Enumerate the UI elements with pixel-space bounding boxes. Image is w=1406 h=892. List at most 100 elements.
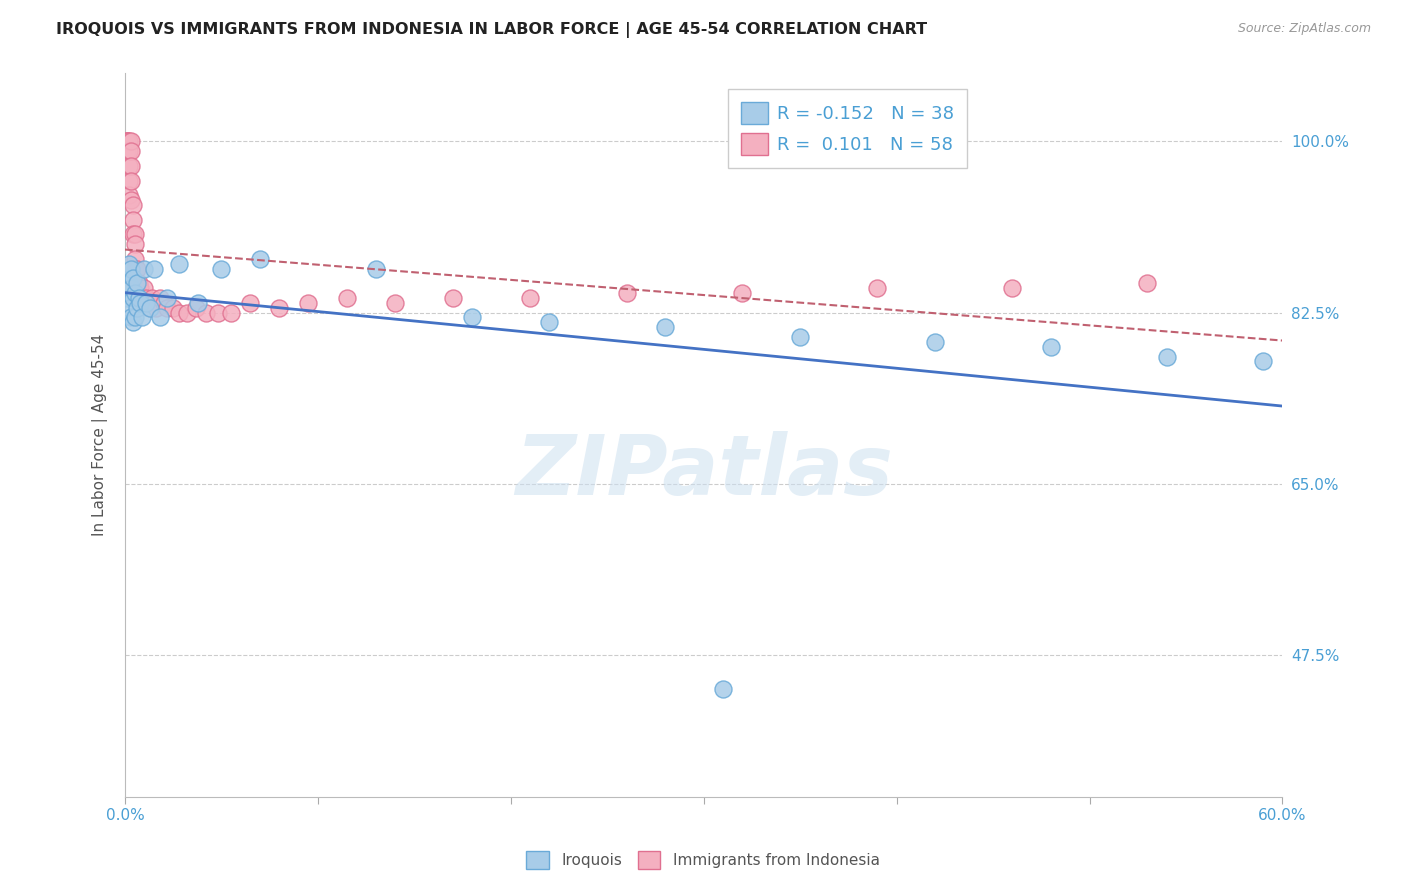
Text: Source: ZipAtlas.com: Source: ZipAtlas.com bbox=[1237, 22, 1371, 36]
Point bbox=[134, 295, 156, 310]
Point bbox=[239, 295, 262, 310]
Point bbox=[118, 277, 141, 291]
Point bbox=[115, 135, 138, 149]
Point bbox=[121, 315, 143, 329]
Point bbox=[124, 286, 146, 301]
Point bbox=[115, 135, 138, 149]
Point bbox=[1136, 277, 1159, 291]
Point bbox=[167, 305, 190, 319]
Point bbox=[924, 334, 946, 349]
Point bbox=[219, 305, 242, 319]
Point bbox=[269, 301, 291, 315]
Point bbox=[125, 301, 148, 315]
Point bbox=[129, 295, 152, 310]
Point bbox=[1251, 354, 1274, 368]
Point bbox=[118, 173, 141, 187]
Point bbox=[654, 320, 676, 334]
Point bbox=[115, 291, 138, 305]
Point bbox=[866, 281, 889, 295]
Point bbox=[141, 291, 163, 305]
Point bbox=[789, 330, 811, 344]
Point bbox=[336, 291, 359, 305]
Point bbox=[519, 291, 541, 305]
Point bbox=[118, 188, 141, 202]
Y-axis label: In Labor Force | Age 45-54: In Labor Force | Age 45-54 bbox=[93, 334, 108, 536]
Point bbox=[118, 301, 141, 315]
Point bbox=[186, 301, 208, 315]
Point bbox=[125, 277, 148, 291]
Point bbox=[128, 291, 150, 305]
Point bbox=[121, 212, 143, 227]
Point bbox=[120, 193, 142, 207]
Point bbox=[121, 291, 143, 305]
Point bbox=[142, 295, 165, 310]
Point bbox=[128, 277, 150, 291]
Point bbox=[1001, 281, 1024, 295]
Text: ZIPatlas: ZIPatlas bbox=[515, 431, 893, 511]
Point bbox=[156, 301, 179, 315]
Point bbox=[136, 295, 159, 310]
Point bbox=[120, 145, 142, 159]
Point bbox=[120, 281, 142, 295]
Point bbox=[364, 261, 387, 276]
Point bbox=[134, 261, 156, 276]
Text: IROQUOIS VS IMMIGRANTS FROM INDONESIA IN LABOR FORCE | AGE 45-54 CORRELATION CHA: IROQUOIS VS IMMIGRANTS FROM INDONESIA IN… bbox=[56, 22, 928, 38]
Point bbox=[118, 159, 141, 173]
Point bbox=[124, 227, 146, 242]
Point bbox=[156, 291, 179, 305]
Point bbox=[135, 295, 157, 310]
Point bbox=[139, 301, 162, 315]
Point bbox=[120, 173, 142, 187]
Point bbox=[731, 286, 754, 301]
Point bbox=[121, 271, 143, 285]
Point bbox=[711, 682, 734, 697]
Point bbox=[211, 261, 233, 276]
Point bbox=[538, 315, 561, 329]
Point bbox=[162, 301, 184, 315]
Point bbox=[1156, 350, 1178, 364]
Point bbox=[441, 291, 464, 305]
Point bbox=[1040, 340, 1063, 354]
Point bbox=[187, 295, 209, 310]
Point bbox=[118, 257, 141, 271]
Point bbox=[249, 252, 271, 266]
Point bbox=[149, 310, 172, 325]
Point bbox=[128, 291, 150, 305]
Point bbox=[149, 291, 172, 305]
Point bbox=[124, 310, 146, 325]
Point bbox=[135, 291, 157, 305]
Point bbox=[167, 257, 190, 271]
Legend: Iroquois, Immigrants from Indonesia: Iroquois, Immigrants from Indonesia bbox=[520, 845, 886, 875]
Point bbox=[124, 252, 146, 266]
Point bbox=[125, 261, 148, 276]
Point bbox=[195, 305, 218, 319]
Point bbox=[125, 277, 148, 291]
Point bbox=[120, 159, 142, 173]
Point bbox=[121, 227, 143, 242]
Point bbox=[124, 261, 146, 276]
Point bbox=[115, 271, 138, 285]
Point bbox=[384, 295, 406, 310]
Point bbox=[124, 237, 146, 252]
Point bbox=[145, 301, 167, 315]
Point bbox=[142, 261, 165, 276]
Point bbox=[139, 301, 162, 315]
Point bbox=[115, 145, 138, 159]
Point bbox=[120, 310, 142, 325]
Point bbox=[118, 145, 141, 159]
Point bbox=[121, 198, 143, 212]
Point bbox=[461, 310, 484, 325]
Point bbox=[129, 295, 152, 310]
Point bbox=[129, 281, 152, 295]
Point bbox=[131, 310, 153, 325]
Point bbox=[297, 295, 319, 310]
Point bbox=[115, 135, 138, 149]
Point bbox=[616, 286, 638, 301]
Point bbox=[131, 291, 153, 305]
Point bbox=[118, 135, 141, 149]
Legend: R = -0.152   N = 38, R =  0.101   N = 58: R = -0.152 N = 38, R = 0.101 N = 58 bbox=[728, 89, 967, 168]
Point bbox=[176, 305, 198, 319]
Point bbox=[152, 295, 174, 310]
Point bbox=[134, 281, 156, 295]
Point bbox=[207, 305, 229, 319]
